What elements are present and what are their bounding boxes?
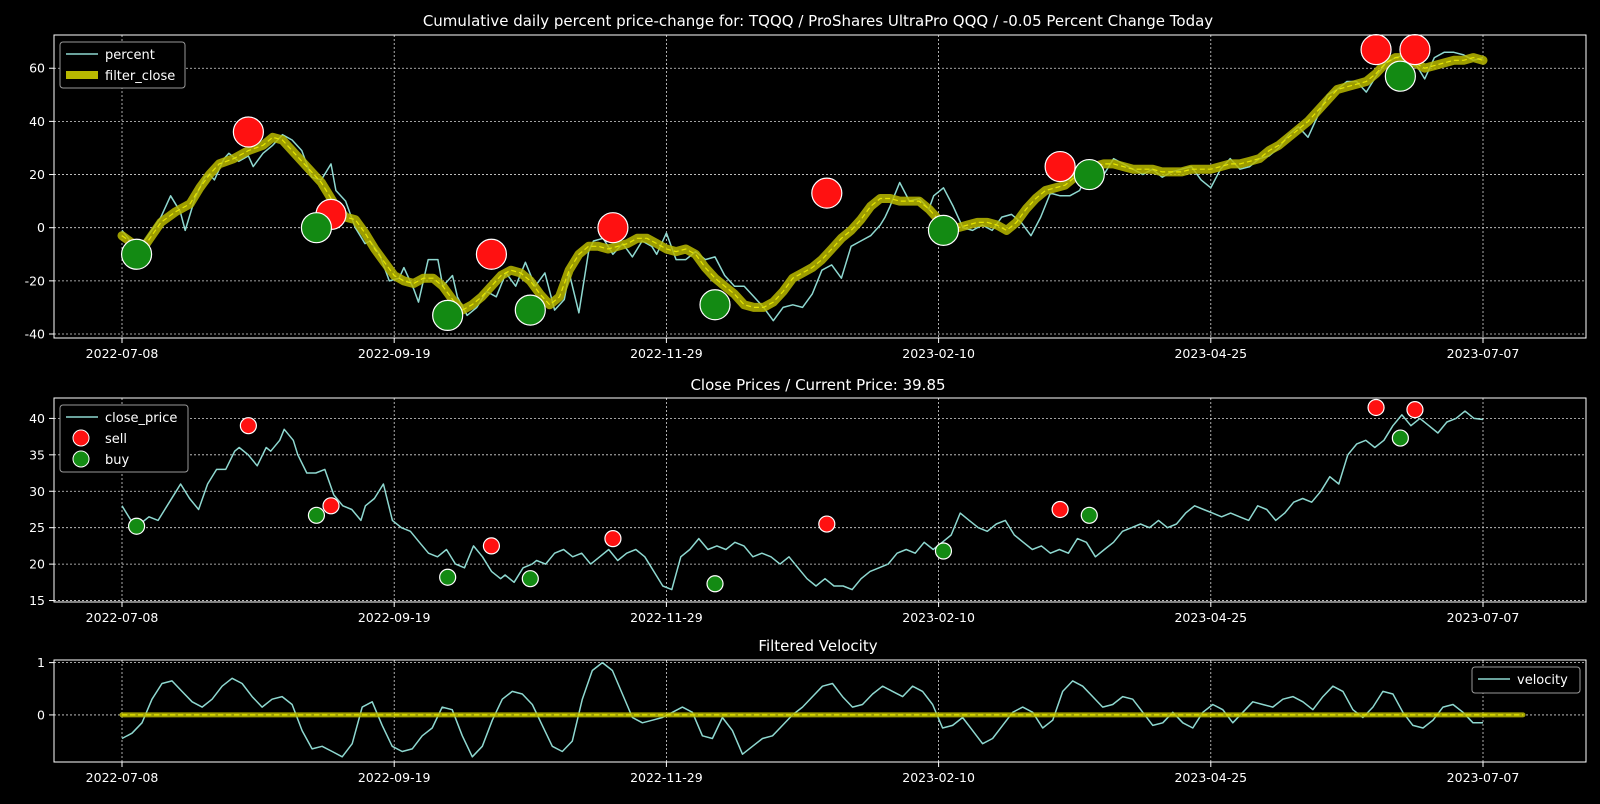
- sell-marker: [475, 238, 508, 270]
- sell-marker: [1360, 34, 1392, 66]
- y-tick-label: 20: [29, 557, 45, 572]
- sell-marker: [1044, 150, 1076, 183]
- legend-velocity-label: velocity: [1517, 673, 1568, 688]
- x-tick-label: 2023-02-10: [902, 610, 975, 625]
- x-tick-label: 2023-04-25: [1174, 770, 1247, 785]
- x-tick-label: 2023-04-25: [1174, 346, 1247, 361]
- y-tick-label: 15: [29, 593, 45, 608]
- sell-marker: [1367, 398, 1385, 417]
- x-tick-label: 2022-09-19: [358, 770, 431, 785]
- y-tick-label: 20: [29, 167, 45, 182]
- sell-marker: [604, 530, 622, 548]
- x-tick-label: 2023-07-07: [1447, 770, 1520, 785]
- sell-marker: [232, 116, 264, 148]
- buy-marker: [120, 238, 153, 270]
- buy-marker: [432, 299, 464, 332]
- x-tick-label: 2022-07-08: [86, 610, 159, 625]
- x-tick-label: 2022-11-29: [630, 346, 703, 361]
- x-tick-label: 2023-04-25: [1174, 610, 1247, 625]
- buy-marker: [927, 214, 960, 246]
- velocity-panel: Filtered Velocity 2022-07-08 2022-09-19 20…: [37, 637, 1587, 785]
- buy-marker: [521, 570, 539, 588]
- y-tick-label: 40: [29, 411, 45, 426]
- legend-percent-label: percent: [105, 48, 155, 63]
- x-tick-label: 2023-07-07: [1447, 346, 1520, 361]
- panel2-title: Close Prices / Current Price: 39.85: [690, 376, 945, 394]
- sell-marker: [818, 515, 836, 533]
- panel1-title: Cumulative daily percent price-change fo…: [423, 12, 1213, 30]
- x-tick-label: 2023-07-07: [1447, 610, 1520, 625]
- x-tick-label: 2023-02-10: [902, 770, 975, 785]
- percent-change-panel: Cumulative daily percent price-change fo…: [25, 12, 1587, 361]
- panel3-title: Filtered Velocity: [758, 637, 877, 655]
- sell-marker: [811, 177, 843, 209]
- buy-marker: [514, 294, 546, 326]
- legend-close-label: close_price: [105, 411, 177, 426]
- y-tick-label: 1: [37, 655, 45, 670]
- panel1-legend: percent filter_close: [59, 41, 186, 89]
- x-tick-label: 2022-11-29: [630, 610, 703, 625]
- buy-marker: [706, 575, 724, 593]
- buy-marker: [1384, 60, 1416, 92]
- panel2-legend-box: [59, 404, 189, 473]
- sell-marker: [1051, 500, 1069, 519]
- buy-marker: [127, 517, 146, 535]
- y-tick-label: 30: [29, 484, 45, 499]
- panel1-frame: [53, 34, 1587, 339]
- legend-sell-label: sell: [105, 432, 127, 447]
- buy-marker: [1080, 506, 1098, 524]
- x-tick-label: 2022-09-19: [358, 346, 431, 361]
- buy-marker: [1391, 429, 1409, 447]
- x-tick-label: 2022-09-19: [358, 610, 431, 625]
- x-tick-label: 2022-07-08: [86, 346, 159, 361]
- panel3-legend: velocity: [1471, 666, 1581, 694]
- panel3-legend-box: [1471, 666, 1581, 694]
- panel2-frame: [53, 397, 1587, 603]
- x-tick-label: 2022-07-08: [86, 770, 159, 785]
- filter_close-line: [121, 56, 1484, 311]
- y-tick-label: 35: [29, 447, 45, 462]
- buy-marker: [934, 542, 953, 560]
- sell-marker: [239, 417, 257, 435]
- buy-marker: [307, 506, 326, 524]
- close_price-line: [121, 410, 1484, 591]
- y-tick-label: -40: [25, 327, 45, 342]
- buy-marker: [1073, 158, 1105, 191]
- buy-marker: [300, 212, 333, 244]
- sell-marker: [1399, 34, 1431, 66]
- sell-marker: [322, 497, 340, 515]
- y-tick-label: 0: [37, 707, 45, 722]
- y-tick-label: 0: [37, 220, 45, 235]
- panel2-legend: close_price sell buy: [59, 404, 189, 473]
- sell-marker: [482, 537, 501, 555]
- close-price-panel: Close Prices / Current Price: 39.85 2022…: [29, 376, 1587, 625]
- y-tick-label: 60: [29, 61, 45, 76]
- percent-line: [121, 51, 1484, 322]
- legend-sell-swatch: [72, 429, 90, 447]
- sell-marker: [1406, 401, 1424, 419]
- y-tick-label: -20: [25, 273, 45, 288]
- y-tick-label: 25: [29, 520, 45, 535]
- y-tick-label: 40: [29, 114, 45, 129]
- panel3-frame: [53, 659, 1587, 763]
- legend-buy-swatch: [72, 450, 90, 468]
- legend-buy-label: buy: [105, 453, 129, 468]
- legend-filter-label: filter_close: [105, 69, 175, 84]
- velocity-line: [121, 661, 1483, 758]
- sell-marker: [597, 212, 629, 244]
- x-tick-label: 2023-02-10: [902, 346, 975, 361]
- buy-marker: [699, 289, 731, 321]
- buy-marker: [439, 568, 457, 586]
- x-tick-label: 2022-11-29: [630, 770, 703, 785]
